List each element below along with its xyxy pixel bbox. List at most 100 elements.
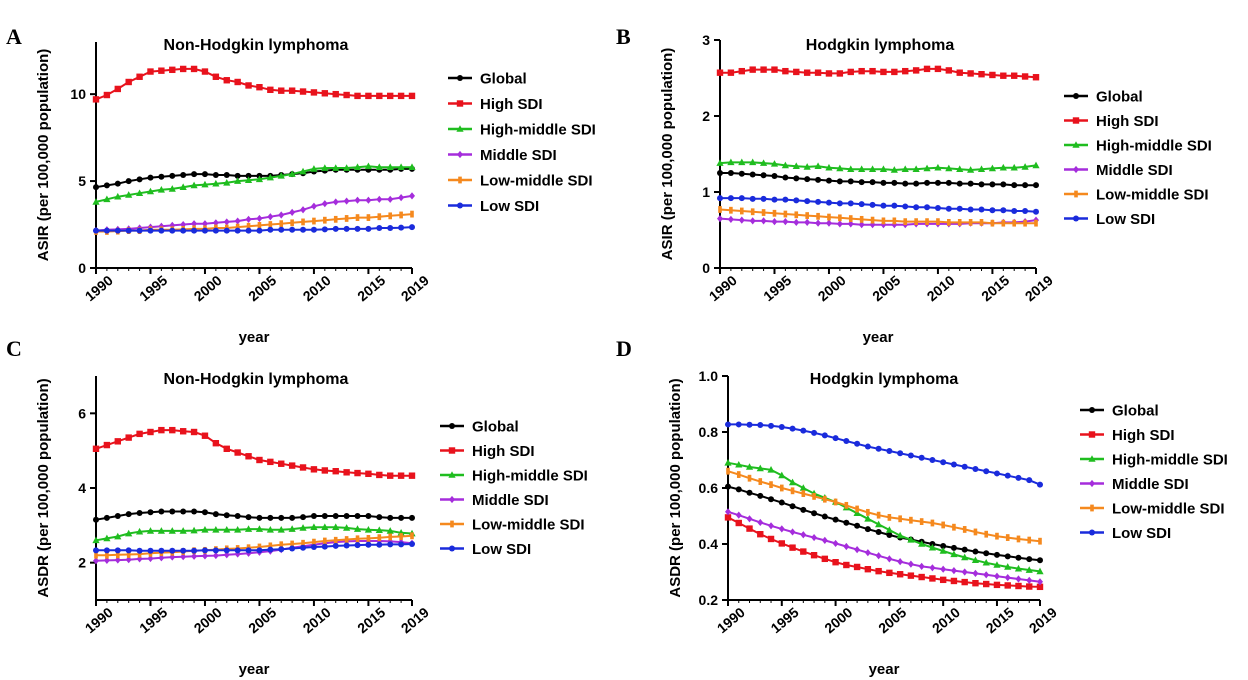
data-point [903, 218, 908, 226]
data-point [180, 171, 187, 178]
data-point [827, 213, 831, 221]
legend-marker [1089, 479, 1095, 488]
data-point [157, 185, 165, 193]
data-point [880, 202, 887, 209]
data-point [945, 67, 953, 74]
series-line [727, 485, 1041, 562]
data-point [929, 575, 936, 582]
data-point [103, 195, 111, 203]
data-point [972, 465, 979, 472]
data-point [376, 225, 383, 232]
data-point [289, 226, 296, 233]
x-tick-label: 2015 [983, 604, 1017, 636]
series-line [95, 510, 412, 521]
data-point [290, 219, 294, 227]
data-point [365, 513, 372, 519]
data-point [929, 457, 936, 463]
data-point [125, 178, 132, 185]
data-point [310, 202, 317, 210]
data-point [768, 422, 775, 429]
data-point [223, 526, 231, 533]
data-point [343, 225, 350, 232]
data-point [716, 69, 724, 76]
data-point [388, 212, 393, 220]
data-point [386, 527, 394, 534]
data-point [223, 445, 230, 452]
data-point [1038, 537, 1042, 545]
data-point [333, 536, 338, 544]
data-point [718, 206, 722, 213]
data-point [300, 544, 307, 551]
data-point [212, 440, 220, 447]
data-point [843, 542, 850, 551]
data-point [179, 428, 187, 435]
panel-letter: A [6, 24, 22, 49]
x-tick-label: 2005 [245, 604, 279, 636]
data-point [892, 217, 897, 225]
data-point [387, 472, 394, 479]
data-point [410, 210, 414, 218]
data-point [738, 216, 745, 224]
data-point [793, 175, 800, 182]
data-point [769, 481, 773, 489]
data-point [201, 180, 209, 188]
data-point [212, 526, 220, 533]
data-point [114, 192, 122, 200]
x-tick-label: 2000 [821, 604, 855, 636]
data-point [735, 519, 742, 527]
data-point [767, 535, 775, 543]
data-point [717, 170, 723, 176]
series-global [93, 508, 415, 523]
data-point [212, 171, 219, 178]
data-point [1025, 566, 1033, 573]
data-point [832, 516, 839, 523]
data-point [735, 460, 743, 468]
data-point [301, 539, 305, 547]
data-point [289, 208, 296, 216]
data-point [201, 171, 208, 178]
data-point [399, 533, 403, 540]
data-point [821, 513, 828, 520]
data-point [343, 91, 350, 99]
data-point [957, 219, 962, 226]
data-point [988, 164, 997, 172]
data-point [886, 555, 893, 563]
data-point [125, 78, 132, 86]
data-point [105, 551, 109, 559]
data-point [789, 528, 796, 536]
data-point [936, 218, 940, 226]
data-point [781, 161, 789, 169]
data-point [939, 547, 947, 554]
data-point [885, 526, 893, 533]
data-point [267, 226, 274, 233]
x-tick-label: 2005 [875, 604, 909, 636]
data-point [321, 467, 329, 474]
data-point [364, 526, 373, 533]
data-point [847, 178, 854, 185]
data-point [869, 67, 876, 75]
data-point [409, 224, 415, 231]
data-point [191, 220, 198, 228]
data-point [864, 526, 871, 533]
data-point [234, 526, 242, 533]
data-point [1004, 582, 1011, 589]
data-point [136, 430, 143, 438]
data-point [811, 429, 818, 436]
data-point [223, 512, 230, 519]
data-point [783, 210, 788, 218]
data-point [267, 86, 274, 94]
data-point [399, 211, 403, 219]
legend-label: Middle SDI [1112, 476, 1189, 493]
data-point [190, 526, 198, 534]
data-point [300, 514, 307, 521]
data-point [1032, 161, 1040, 169]
data-point [147, 547, 154, 554]
data-point [387, 514, 394, 521]
data-point [717, 195, 723, 202]
data-point [973, 528, 978, 536]
data-point [800, 548, 807, 555]
data-point [844, 501, 849, 509]
data-point [398, 514, 405, 521]
series-line [728, 423, 1041, 486]
